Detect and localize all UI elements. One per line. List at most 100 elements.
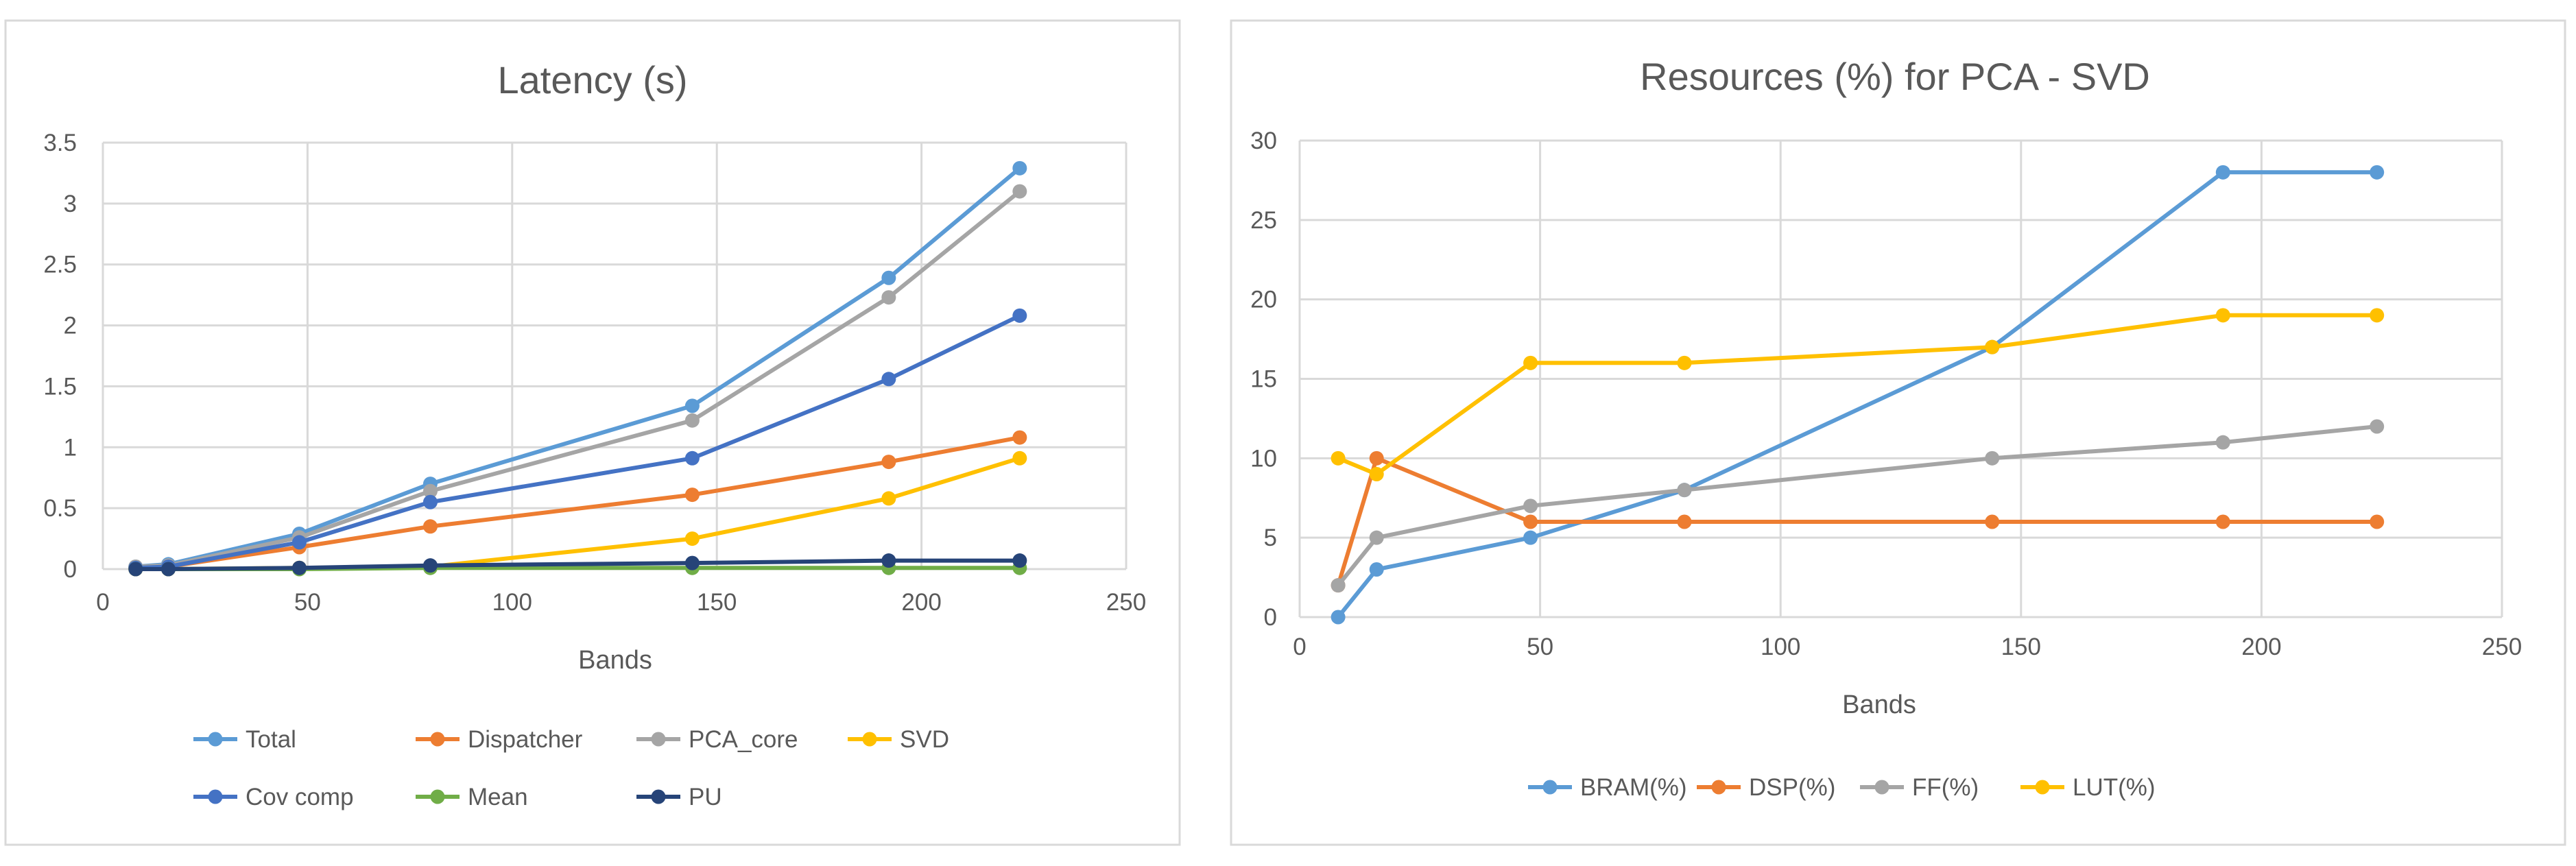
latency-point-total: [1012, 160, 1027, 176]
latency-legend-item-svd: SVD: [848, 726, 949, 753]
latency-tick-labels: 0 0.5 1 1.5 2 2.5 3 3.5 0 50 100 150 200 250: [43, 130, 1146, 616]
resources-point-ff: [2215, 435, 2230, 450]
latency-point-dispatcher: [1012, 430, 1027, 445]
resources-x-tick-label: 250: [2482, 634, 2522, 660]
latency-point-pca-core: [1012, 184, 1027, 199]
resources-x-tick-label: 100: [1761, 634, 1800, 660]
resources-point-bram: [1369, 562, 1384, 577]
legend-swatch-marker: [651, 732, 666, 747]
latency-y-tick-label: 3.5: [43, 130, 77, 156]
resources-point-bram: [2370, 165, 2385, 180]
resources-legend-item-dsp: DSP(%): [1697, 774, 1835, 801]
legend-label: Total: [246, 726, 296, 753]
latency-legend: Total Dispatcher PCA_core SVD Cov comp Mean PU: [193, 726, 949, 810]
resources-legend: BRAM(%) DSP(%) FF(%) LUT(%): [1528, 774, 2156, 801]
resources-point-lut: [1331, 450, 1346, 466]
legend-swatch-marker: [2035, 780, 2050, 795]
latency-point-pca-core: [684, 413, 700, 428]
resources-x-axis-label: Bands: [1842, 690, 1916, 719]
resources-point-bram: [2215, 165, 2230, 180]
resources-x-tick-label: 0: [1293, 634, 1306, 660]
latency-x-tick-label: 100: [492, 589, 532, 616]
resources-point-dsp: [1523, 514, 1538, 529]
legend-swatch-marker: [1542, 780, 1558, 795]
latency-x-tick-label: 50: [294, 589, 321, 616]
latency-chart: Latency (s) Bands 0 0.5 1 1.5 2 2.5 3 3.5 0 50 100…: [4, 19, 1181, 846]
resources-chart: Resources (%) for PCA - SVD Bands 0 5 10 15…: [1230, 19, 2566, 846]
resources-y-tick-label: 25: [1250, 207, 1277, 234]
legend-label: PCA_core: [689, 726, 798, 753]
resources-series: [1331, 165, 2385, 625]
latency-point-pu: [160, 562, 176, 577]
latency-legend-item-dispatcher: Dispatcher: [416, 726, 583, 753]
legend-swatch-marker: [430, 789, 445, 804]
resources-point-ff: [1369, 530, 1384, 545]
resources-x-tick-label: 50: [1527, 634, 1553, 660]
latency-y-tick-label: 1: [64, 434, 77, 461]
latency-point-cov-comp: [684, 450, 700, 466]
latency-series: [128, 160, 1027, 577]
resources-point-ff: [1331, 578, 1346, 593]
legend-label: Cov comp: [246, 784, 354, 810]
latency-y-tick-label: 2.5: [43, 252, 77, 278]
resources-point-lut: [1985, 339, 2000, 354]
latency-point-dispatcher: [422, 519, 438, 534]
latency-x-tick-label: 250: [1106, 589, 1146, 616]
resources-y-tick-label: 30: [1250, 128, 1277, 154]
latency-y-tick-label: 0: [64, 556, 77, 583]
legend-label: LUT(%): [2073, 774, 2156, 801]
latency-series-pu: [128, 553, 1027, 577]
latency-point-svd: [1012, 450, 1027, 466]
resources-point-bram: [1331, 610, 1346, 625]
latency-point-pca-core: [881, 290, 896, 305]
latency-point-dispatcher: [881, 455, 896, 470]
latency-point-cov-comp: [881, 372, 896, 387]
resources-point-dsp: [1369, 450, 1384, 466]
legend-swatch-marker: [1711, 780, 1726, 795]
resources-point-dsp: [1677, 514, 1692, 529]
legend-label: Mean: [468, 784, 528, 810]
latency-point-pu: [684, 555, 700, 570]
resources-point-lut: [2370, 308, 2385, 323]
latency-legend-item-pca-core: PCA_core: [636, 726, 798, 753]
resources-chart-frame: [1230, 19, 2566, 846]
latency-legend-item-total: Total: [193, 726, 296, 753]
latency-point-pca-core: [422, 483, 438, 498]
resources-legend-item-bram: BRAM(%): [1528, 774, 1687, 801]
resources-point-bram: [1523, 530, 1538, 545]
latency-legend-item-mean: Mean: [416, 784, 528, 810]
resources-point-lut: [1369, 467, 1384, 481]
latency-point-pu: [291, 560, 307, 575]
latency-y-tick-label: 2: [64, 313, 77, 339]
latency-x-axis-label: Bands: [578, 646, 652, 675]
latency-chart-frame: [4, 19, 1181, 846]
resources-series-lut: [1331, 308, 2385, 481]
resources-y-tick-label: 5: [1264, 525, 1277, 551]
latency-y-tick-label: 3: [64, 191, 77, 217]
resources-point-ff: [1985, 450, 2000, 466]
legend-label: Dispatcher: [468, 726, 583, 753]
latency-legend-item-cov-comp: Cov comp: [193, 784, 354, 810]
legend-label: DSP(%): [1749, 774, 1835, 801]
latency-chart-title: Latency (s): [498, 58, 688, 101]
resources-x-tick-label: 150: [2001, 634, 2041, 660]
legend-swatch-marker: [651, 789, 666, 804]
legend-swatch-marker: [208, 732, 223, 747]
latency-point-total: [684, 398, 700, 413]
latency-point-pu: [881, 553, 896, 568]
resources-y-tick-label: 15: [1250, 366, 1277, 393]
resources-point-ff: [1523, 498, 1538, 514]
latency-gridlines: [102, 141, 1128, 570]
legend-label: BRAM(%): [1580, 774, 1687, 801]
resources-y-tick-label: 10: [1250, 445, 1277, 472]
resources-tick-labels: 0 5 10 15 20 25 30 0 50 100 150 200 250: [1250, 128, 2522, 660]
latency-y-tick-label: 0.5: [43, 495, 77, 522]
resources-point-lut: [1523, 355, 1538, 370]
latency-point-svd: [881, 491, 896, 506]
resources-series-dsp: [1331, 450, 2385, 593]
resources-point-dsp: [2215, 514, 2230, 529]
latency-point-total: [881, 270, 896, 285]
legend-swatch-marker: [862, 732, 877, 747]
resources-point-lut: [2215, 308, 2230, 323]
